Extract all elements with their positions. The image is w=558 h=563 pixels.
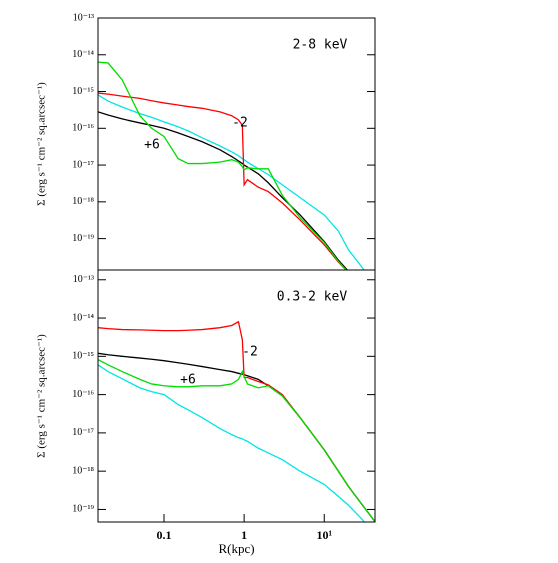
plot-area (98, 320, 375, 522)
plot-frame (97, 269, 376, 523)
y-tick-label: 10⁻¹⁴ (72, 312, 94, 323)
x-tick-label: 0.1 (157, 528, 172, 542)
y-tick-label: 10⁻¹⁴ (72, 49, 94, 60)
plot-area (98, 61, 365, 270)
y-tick-label: 10⁻¹⁷ (72, 159, 94, 170)
y-tick-label: 10⁻¹⁹ (72, 504, 94, 515)
annotation: 0.3-2 keV (277, 290, 348, 305)
y-tick-label: 10⁻¹⁵ (72, 351, 94, 362)
y-tick-label: 10⁻¹⁶ (72, 123, 94, 134)
x-axis-label: R(kpc) (218, 541, 254, 556)
annotation: +6 (180, 373, 196, 388)
y-tick-label: 10⁻¹⁸ (72, 465, 94, 476)
y-tick-label: 10⁻¹⁷ (72, 427, 94, 438)
annotation: -2 (242, 345, 258, 360)
y-tick-label: 10⁻¹³ (73, 12, 94, 23)
data-line (98, 111, 349, 270)
annotation: +6 (144, 138, 160, 153)
x-tick-label: 10¹ (316, 528, 332, 542)
data-line (98, 94, 365, 270)
y-tick-label: 10⁻¹⁸ (72, 196, 94, 207)
data-line (98, 92, 347, 270)
data-line (98, 61, 348, 270)
data-line (98, 359, 375, 522)
y-tick-label: 10⁻¹⁹ (72, 233, 94, 244)
y-axis-label: Σ (erg s⁻¹ cm⁻² sq.arcsec⁻¹) (36, 82, 48, 206)
annotation: -2 (232, 116, 248, 131)
y-axis-label: Σ (erg s⁻¹ cm⁻² sq.arcsec⁻¹) (36, 334, 48, 458)
y-tick-label: 10⁻¹⁶ (72, 389, 94, 400)
annotation: 2-8 keV (293, 38, 348, 53)
x-tick-label: 1 (241, 528, 247, 542)
y-tick-label: 10⁻¹³ (73, 274, 94, 285)
data-line (98, 364, 366, 522)
y-tick-label: 10⁻¹⁵ (72, 86, 94, 97)
plot-frame (97, 17, 376, 271)
